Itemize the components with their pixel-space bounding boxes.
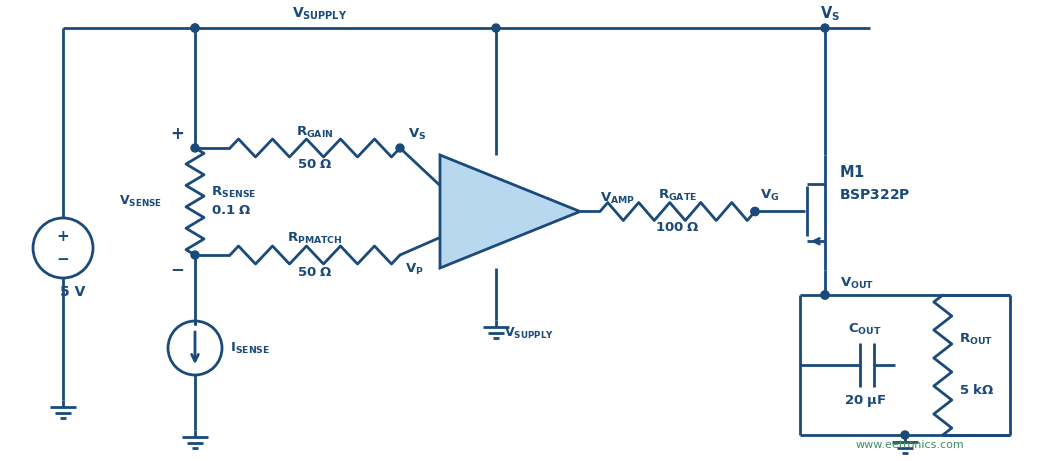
Text: +: +	[57, 230, 69, 244]
Text: $\mathbf{I_{SENSE}}$: $\mathbf{I_{SENSE}}$	[230, 341, 270, 355]
Text: $\mathbf{M1}$: $\mathbf{M1}$	[839, 164, 865, 180]
Text: LTC2063: LTC2063	[486, 219, 544, 232]
Text: $\mathbf{5\ k\Omega}$: $\mathbf{5\ k\Omega}$	[958, 383, 994, 397]
Text: +: +	[170, 125, 184, 143]
Circle shape	[821, 291, 829, 299]
Circle shape	[901, 431, 909, 439]
Text: $\mathbf{V_{SUPPLY}}$: $\mathbf{V_{SUPPLY}}$	[504, 326, 554, 341]
Text: $\mathbf{V_P}$: $\mathbf{V_P}$	[405, 261, 424, 277]
Text: $\mathbf{50\ \Omega}$: $\mathbf{50\ \Omega}$	[298, 266, 332, 278]
Text: $\mathbf{V_{AMP}}$: $\mathbf{V_{AMP}}$	[600, 191, 635, 206]
Circle shape	[751, 207, 758, 215]
Text: $\overline{\mathrm{SHDN}}$: $\overline{\mathrm{SHDN}}$	[491, 196, 525, 211]
Text: $\mathbf{V_G}$: $\mathbf{V_G}$	[760, 188, 780, 203]
Circle shape	[396, 144, 404, 152]
Circle shape	[191, 24, 199, 32]
Text: $\mathbf{0.1\ \Omega}$: $\mathbf{0.1\ \Omega}$	[211, 204, 251, 217]
Text: $\mathbf{50\ \Omega}$: $\mathbf{50\ \Omega}$	[298, 158, 332, 171]
Text: $\mathbf{20\ \mu F}$: $\mathbf{20\ \mu F}$	[844, 393, 887, 409]
Circle shape	[751, 207, 758, 215]
Text: −: −	[446, 178, 459, 193]
Text: +: +	[446, 230, 459, 245]
Text: $\mathbf{R_{GATE}}$: $\mathbf{R_{GATE}}$	[658, 188, 697, 203]
Text: $\mathbf{V_{SENSE}}$: $\mathbf{V_{SENSE}}$	[119, 194, 161, 209]
Text: $\mathbf{R_{OUT}}$: $\mathbf{R_{OUT}}$	[958, 332, 993, 347]
Circle shape	[191, 24, 199, 32]
Text: $\mathbf{R_{PMATCH}}$: $\mathbf{R_{PMATCH}}$	[287, 230, 343, 246]
Text: $\mathbf{V_{OUT}}$: $\mathbf{V_{OUT}}$	[839, 276, 874, 290]
Circle shape	[191, 144, 199, 152]
Text: $\mathbf{V_S}$: $\mathbf{V_S}$	[408, 126, 426, 142]
Text: $\mathbf{R_{SENSE}}$: $\mathbf{R_{SENSE}}$	[211, 185, 257, 200]
Circle shape	[191, 251, 199, 259]
Text: $\mathbf{BSP322P}$: $\mathbf{BSP322P}$	[839, 188, 910, 202]
Polygon shape	[440, 155, 580, 268]
Text: $\mathbf{R_{GAIN}}$: $\mathbf{R_{GAIN}}$	[297, 124, 333, 140]
Text: $\mathbf{V_{SUPPLY}}$: $\mathbf{V_{SUPPLY}}$	[292, 6, 347, 22]
Circle shape	[821, 291, 829, 299]
Circle shape	[492, 24, 500, 32]
Text: $\mathbf{V_S}$: $\mathbf{V_S}$	[820, 5, 841, 24]
Text: −: −	[170, 260, 184, 278]
Text: $\mathbf{100\ \Omega}$: $\mathbf{100\ \Omega}$	[655, 221, 700, 234]
Text: www.eetronics.com: www.eetronics.com	[855, 440, 965, 450]
Text: 5 V: 5 V	[60, 285, 85, 299]
Text: $\mathbf{C_{OUT}}$: $\mathbf{C_{OUT}}$	[848, 322, 882, 337]
Text: −: −	[57, 252, 69, 266]
Circle shape	[821, 24, 829, 32]
